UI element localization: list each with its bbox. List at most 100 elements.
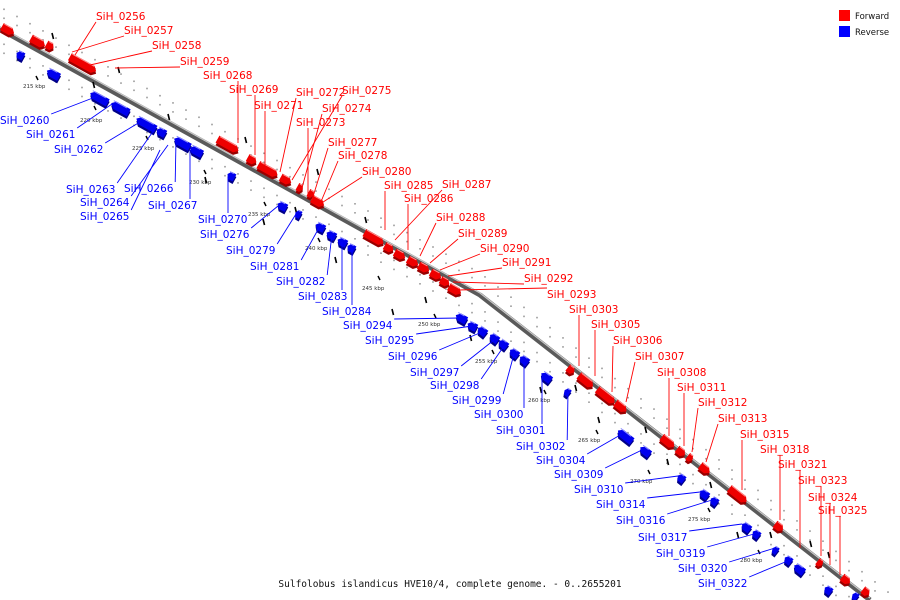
track-dot [380,261,382,263]
track-dot [211,132,213,135]
reverse-leader-line [566,391,569,441]
reverse-gene-glyph [699,488,711,503]
reverse-gene-glyph [455,312,469,327]
legend-reverse-label: Reverse [855,28,889,38]
track-dot [133,80,135,83]
scale-tick-label: 270 kbp [630,479,653,485]
track-dot [328,188,330,191]
reverse-gene-glyph [851,591,860,600]
reverse-gene-label: SiH_0260 [0,115,49,127]
track-dot [510,340,512,342]
track-dot [614,412,616,415]
track-dot [601,411,603,414]
track-dot [523,315,525,318]
forward-gene-glyph [859,586,870,599]
track-tick [666,458,670,466]
forward-gene-label: SiH_0307 [635,351,684,363]
reverse-leader-line [625,475,679,484]
forward-leader-line [625,361,636,403]
track-dot [55,46,57,48]
track-dot [601,402,603,405]
track-dot [3,8,5,11]
forward-gene-label: SiH_0258 [152,40,201,52]
scale-tick-label: 225 kbp [132,146,155,152]
track-dot [68,79,70,82]
forward-gene-label: SiH_0290 [480,243,529,255]
forward-leader-line [291,95,343,181]
forward-leader-line [279,97,297,173]
reverse-gene-label: SiH_0304 [536,455,586,467]
track-dot [510,296,512,298]
reverse-gene-glyph [771,545,780,558]
track-dot [133,89,135,92]
track-dot [640,407,642,409]
track-dot [42,65,44,67]
scale-tick-label: 280 kbp [740,558,763,564]
track-dot [731,513,733,515]
track-dot [731,469,733,471]
forward-gene-glyph [428,268,442,282]
forward-gene-label: SiH_0285 [384,180,433,192]
track-dot [809,539,811,541]
track-dot [250,145,252,147]
track-dot [16,59,18,62]
reverse-leader-line [51,95,99,115]
reverse-gene-label: SiH_0299 [452,395,501,407]
track-tick [644,426,648,434]
track-dot [757,489,759,492]
track-dot [783,518,785,521]
track-dot [393,233,395,236]
track-tick [92,81,96,89]
reverse-gene-glyph [793,562,807,579]
track-dot [549,335,551,338]
forward-gene-label: SiH_0311 [677,382,726,394]
forward-gene-label: SiH_0268 [203,70,252,82]
scale-tick-mark [35,75,39,81]
track-dot [367,245,369,247]
track-dot [237,182,239,184]
reverse-leader-line [174,139,177,183]
gene-features [0,23,870,600]
reverse-gene-label: SiH_0267 [148,200,197,212]
forward-gene-label: SiH_0289 [458,228,507,240]
track-dot [679,428,681,431]
scale-tick-mark [757,549,761,555]
track-dot [523,341,525,344]
track-dot [198,160,200,163]
track-dot [692,438,694,441]
forward-gene-label: SiH_0286 [404,193,454,205]
scale-tick-mark [433,313,437,319]
reverse-gene-glyph [639,444,653,461]
forward-gene-label: SiH_0288 [436,212,485,224]
track-dot [588,357,590,359]
reverse-gene-label: SiH_0309 [554,469,603,481]
track-tick [316,168,320,176]
track-dot [289,175,291,178]
track-dot [588,366,590,368]
track-dot [146,131,148,134]
forward-gene-glyph [67,53,97,76]
track-dot [432,290,434,292]
track-dot [562,337,564,339]
scale-tick-mark [595,429,599,435]
track-dot [874,581,876,583]
track-dot [471,267,473,270]
track-dot [380,252,382,254]
reverse-leader-line [460,339,495,367]
label-leader-lines [51,21,841,578]
track-dot [666,462,668,464]
track-tick [167,113,171,121]
track-dot [718,459,720,461]
reverse-gene-glyph [477,325,489,340]
forward-leader-line [319,160,339,205]
track-dot [770,543,772,546]
forward-leader-line [439,253,481,271]
forward-gene-glyph [697,462,710,476]
track-dot [874,590,876,592]
reverse-leader-line [689,523,743,532]
track-dot [861,579,863,582]
reverse-gene-label: SiH_0265 [80,211,129,223]
track-dot [445,262,447,264]
track-dot [588,392,590,394]
track-dot [445,288,447,290]
